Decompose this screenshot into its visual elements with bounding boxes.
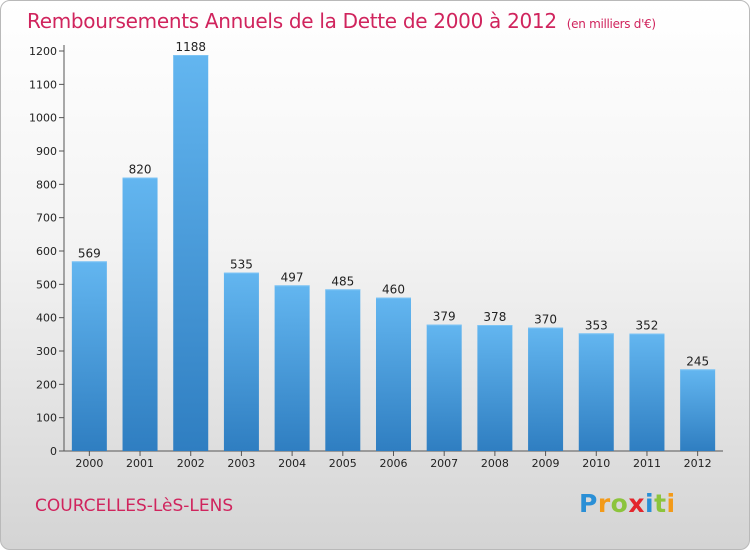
- x-tick-label: 2005: [329, 457, 357, 470]
- value-label: 370: [534, 313, 557, 327]
- bar-2000: [71, 261, 107, 451]
- bar-2010: [578, 333, 614, 451]
- logo-letter: i: [645, 489, 655, 518]
- chart-unit: (en milliers d'€): [566, 17, 656, 31]
- x-tick-label: 2008: [481, 457, 509, 470]
- bar-2003: [223, 272, 259, 451]
- bar-2005: [325, 289, 361, 451]
- value-label: 485: [331, 274, 354, 288]
- bar-2009: [528, 327, 564, 451]
- value-label: 535: [230, 258, 253, 272]
- value-label: 497: [281, 270, 304, 284]
- x-tick-label: 2011: [633, 457, 661, 470]
- x-tick-label: 2001: [126, 457, 154, 470]
- bar-2011: [629, 333, 665, 451]
- y-tick-label: 700: [36, 212, 57, 225]
- bar-2012: [680, 369, 716, 451]
- bar-2002: [173, 55, 209, 451]
- bar-2008: [477, 325, 513, 451]
- x-tick-label: 2012: [684, 457, 712, 470]
- logo-letter: o: [610, 489, 629, 518]
- value-label: 378: [483, 310, 506, 324]
- x-tick-label: 2003: [227, 457, 255, 470]
- value-label: 569: [78, 246, 101, 260]
- value-label: 1188: [175, 40, 206, 54]
- y-tick-label: 900: [36, 145, 57, 158]
- axes: 0 100 200 300 400 500 600 700 800 900 1000 1100 1200…: [29, 45, 723, 470]
- x-tick-label: 2006: [380, 457, 408, 470]
- y-tick-label: 100: [36, 412, 57, 425]
- value-label: 245: [686, 354, 709, 368]
- x-tick-label: 2004: [278, 457, 306, 470]
- bar-2006: [376, 297, 411, 451]
- y-tick-label: 500: [36, 278, 57, 291]
- value-label: 820: [129, 163, 152, 177]
- logo-letter: x: [628, 489, 645, 518]
- town-name: COURCELLES-LèS-LENS: [35, 496, 234, 516]
- x-tick-label: 2010: [582, 457, 610, 470]
- proxiti-logo: Proxiti: [579, 489, 676, 518]
- x-tick-label: 2007: [430, 457, 458, 470]
- value-label: 379: [433, 310, 456, 324]
- value-label: 460: [382, 283, 405, 297]
- logo-letter: P: [579, 489, 598, 518]
- y-tick-label: 800: [36, 178, 57, 191]
- x-tick-label: 2009: [532, 457, 560, 470]
- y-tick-label: 1000: [29, 112, 57, 125]
- y-tick-label: 1200: [29, 45, 57, 58]
- y-tick-label: 1100: [29, 78, 57, 91]
- y-tick-label: 400: [36, 312, 57, 325]
- chart-title: Remboursements Annuels de la Dette de 20…: [27, 9, 656, 33]
- bar-2001: [122, 177, 158, 451]
- logo-letter: r: [597, 489, 611, 518]
- bar-2007: [426, 324, 462, 451]
- bars: [71, 55, 716, 451]
- chart-title-text: Remboursements Annuels de la Dette de 20…: [27, 9, 557, 33]
- logo-letter: i: [666, 489, 676, 518]
- x-tick-label: 2000: [75, 457, 103, 470]
- bar-2004: [274, 285, 310, 451]
- value-label: 353: [585, 318, 608, 332]
- logo-letter: t: [654, 489, 667, 518]
- value-labels: 569 820 1188 535 497 485 460 379 378 370 353 352 245: [78, 40, 709, 368]
- y-tick-label: 300: [36, 345, 57, 358]
- value-label: 352: [636, 319, 659, 333]
- y-tick-label: 200: [36, 378, 57, 391]
- y-tick-label: 600: [36, 245, 57, 258]
- y-tick-label: 0: [50, 445, 57, 458]
- x-tick-label: 2002: [177, 457, 205, 470]
